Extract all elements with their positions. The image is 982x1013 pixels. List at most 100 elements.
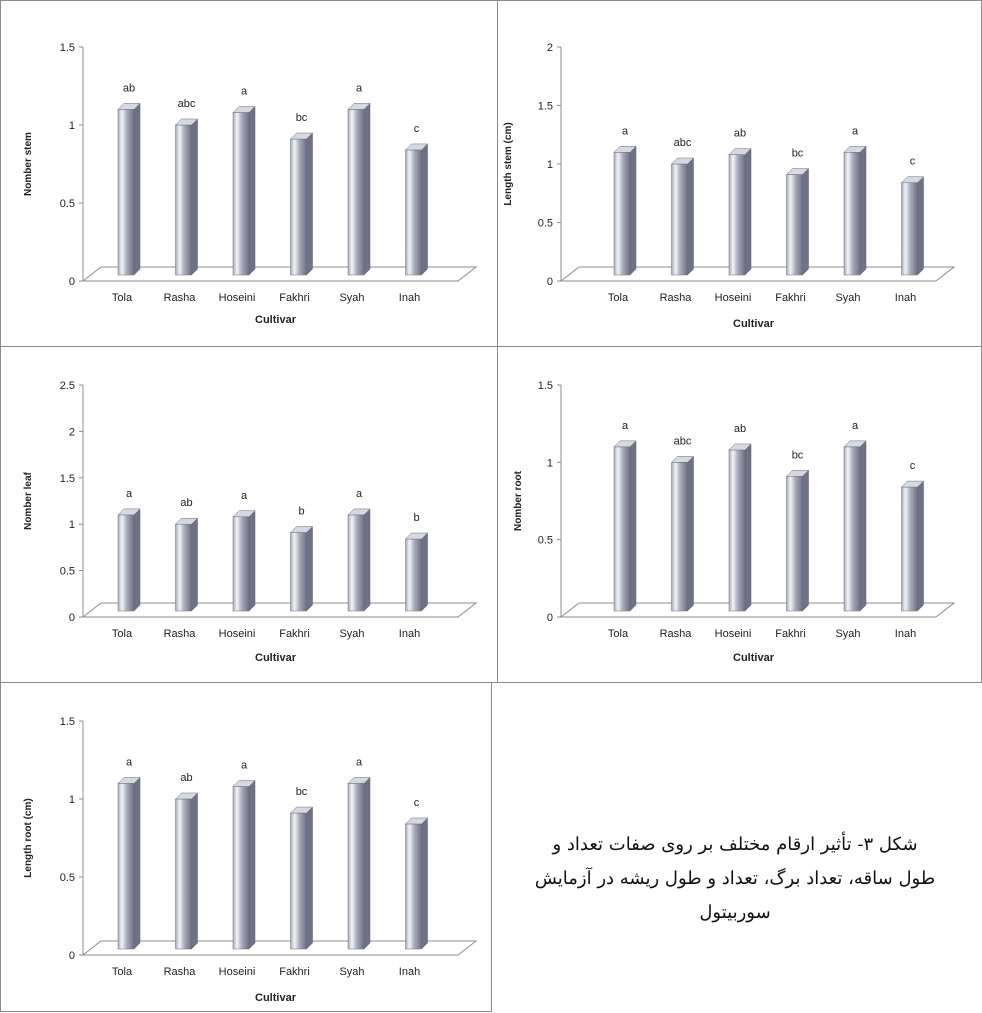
y-tick-label: 0.5: [60, 198, 75, 210]
y-tick-label: 2: [547, 42, 553, 54]
significance-label: bc: [296, 786, 308, 798]
x-tick-label: Fakhri: [775, 292, 806, 304]
y-tick-label: 1: [69, 120, 75, 132]
bar: [232, 105, 256, 276]
significance-label: c: [910, 460, 916, 472]
x-tick-label: Rasha: [164, 966, 197, 978]
bar: [117, 508, 141, 612]
y-tick-label: 0: [69, 612, 75, 624]
chart-panel-1: 0 0.5 1 1.5 ab Tola abc Rasha a Hoseini bc Fakhri a S…: [0, 0, 498, 347]
y-axis-title: Nomber root: [513, 470, 524, 531]
chart-nomber-stem: 0 0.5 1 1.5 ab Tola abc Rasha a Hoseini bc Fakhri a S…: [23, 42, 478, 326]
bar: [613, 145, 637, 276]
bar: [117, 776, 141, 950]
x-tick-label: Tola: [112, 966, 133, 978]
x-tick-label: Fakhri: [279, 966, 310, 978]
significance-label: b: [413, 512, 419, 524]
chart-nomber-root: 0 0.5 1 1.5 a Tola abc Rasha ab Hoseini bc Fakhri a S…: [513, 380, 956, 664]
y-axis-title: Nomber stem: [23, 132, 34, 196]
x-tick-label: Syah: [835, 292, 860, 304]
x-tick-label: Fakhri: [279, 628, 310, 640]
x-tick-label: Syah: [339, 966, 364, 978]
x-axis-title: Cultivar: [255, 992, 297, 1004]
significance-label: a: [622, 420, 629, 432]
bar: [613, 440, 637, 612]
significance-label: c: [910, 156, 916, 168]
x-tick-label: Inah: [399, 292, 420, 304]
x-tick-label: Syah: [835, 628, 860, 640]
significance-label: ab: [180, 772, 192, 784]
x-tick-label: Tola: [112, 292, 133, 304]
caption-line-1: شکل ۳- تأثیر ارقام مختلف بر روی صفات تعد…: [552, 834, 918, 855]
significance-label: c: [414, 123, 420, 135]
x-tick-label: Hoseini: [715, 292, 752, 304]
bar: [117, 102, 141, 276]
significance-label: bc: [792, 148, 804, 160]
significance-label: a: [622, 125, 629, 137]
y-tick-label: 1: [69, 519, 75, 531]
x-tick-label: Rasha: [164, 292, 197, 304]
bar: [785, 469, 810, 612]
significance-label: a: [241, 490, 248, 502]
y-tick-label: 0: [547, 612, 553, 624]
caption-line-3: سوربیتول: [699, 902, 771, 923]
x-tick-label: Inah: [399, 966, 420, 978]
significance-label: a: [852, 420, 859, 432]
y-tick-label: 0.5: [538, 218, 553, 230]
bar: [670, 157, 695, 276]
caption-line-2: طول ساقه، تعداد برگ، تعداد و طول ریشه در…: [534, 868, 936, 889]
y-tick-label: 0.5: [60, 566, 75, 578]
y-tick-label: 0: [69, 950, 75, 962]
bar: [404, 143, 429, 276]
bar: [347, 776, 371, 950]
figure-caption: شکل ۳- تأثیر ارقام مختلف بر روی صفات تعد…: [500, 828, 970, 930]
chart-panel-4: 0 0.5 1 1.5 a Tola abc Rasha ab Hoseini bc Fakhri a S…: [497, 346, 982, 683]
y-tick-label: 1.5: [60, 42, 75, 54]
significance-label: a: [241, 86, 248, 98]
chart-length-stem: 0 0.5 1 1.5 2 a Tola abc Rasha ab Hoseini bc Fakhri a…: [503, 42, 956, 330]
x-axis-title: Cultivar: [255, 314, 297, 326]
y-tick-label: 2: [69, 426, 75, 438]
significance-label: ab: [123, 82, 135, 94]
chart-floor: [81, 940, 478, 956]
significance-label: a: [356, 82, 363, 94]
significance-label: ab: [180, 497, 192, 509]
bar: [900, 480, 925, 612]
y-tick-label: 1.5: [538, 380, 553, 392]
chart-panel-5: 0 0.5 1 1.5 a Tola ab Rasha a Hoseini bc Fakhri a Sya…: [0, 682, 492, 1012]
significance-label: abc: [178, 98, 196, 110]
x-tick-label: Syah: [339, 628, 364, 640]
x-tick-label: Tola: [608, 292, 629, 304]
x-tick-label: Tola: [608, 628, 629, 640]
x-axis-title: Cultivar: [733, 652, 775, 664]
significance-label: ab: [734, 423, 746, 435]
x-tick-label: Inah: [399, 628, 420, 640]
bar: [232, 510, 256, 612]
bar: [670, 455, 695, 612]
significance-label: a: [356, 488, 363, 500]
bar: [347, 508, 371, 612]
chart-floor: [559, 266, 956, 282]
y-tick-label: 1: [547, 159, 553, 171]
significance-label: a: [126, 756, 133, 768]
significance-label: b: [298, 506, 304, 518]
x-axis-title: Cultivar: [733, 318, 775, 330]
bar: [843, 145, 867, 276]
chart-panel-3: 0 0.5 1 1.5 2 2.5 a Tola ab Rasha a Hoseini b Fakhri a…: [0, 346, 498, 683]
y-axis-title: Length stem (cm): [503, 122, 514, 205]
x-tick-label: Hoseini: [715, 628, 752, 640]
significance-label: abc: [674, 435, 692, 447]
x-tick-label: Rasha: [164, 628, 197, 640]
x-tick-label: Tola: [112, 628, 133, 640]
bar: [347, 102, 371, 276]
y-tick-label: 1.5: [60, 716, 75, 728]
significance-label: a: [852, 125, 859, 137]
y-tick-label: 1.5: [538, 101, 553, 113]
x-tick-label: Inah: [895, 628, 916, 640]
x-tick-label: Hoseini: [219, 292, 256, 304]
significance-label: a: [356, 756, 363, 768]
y-tick-label: 0.5: [60, 872, 75, 884]
significance-label: a: [126, 488, 133, 500]
y-tick-label: 2.5: [60, 380, 75, 392]
chart-floor: [81, 602, 478, 618]
